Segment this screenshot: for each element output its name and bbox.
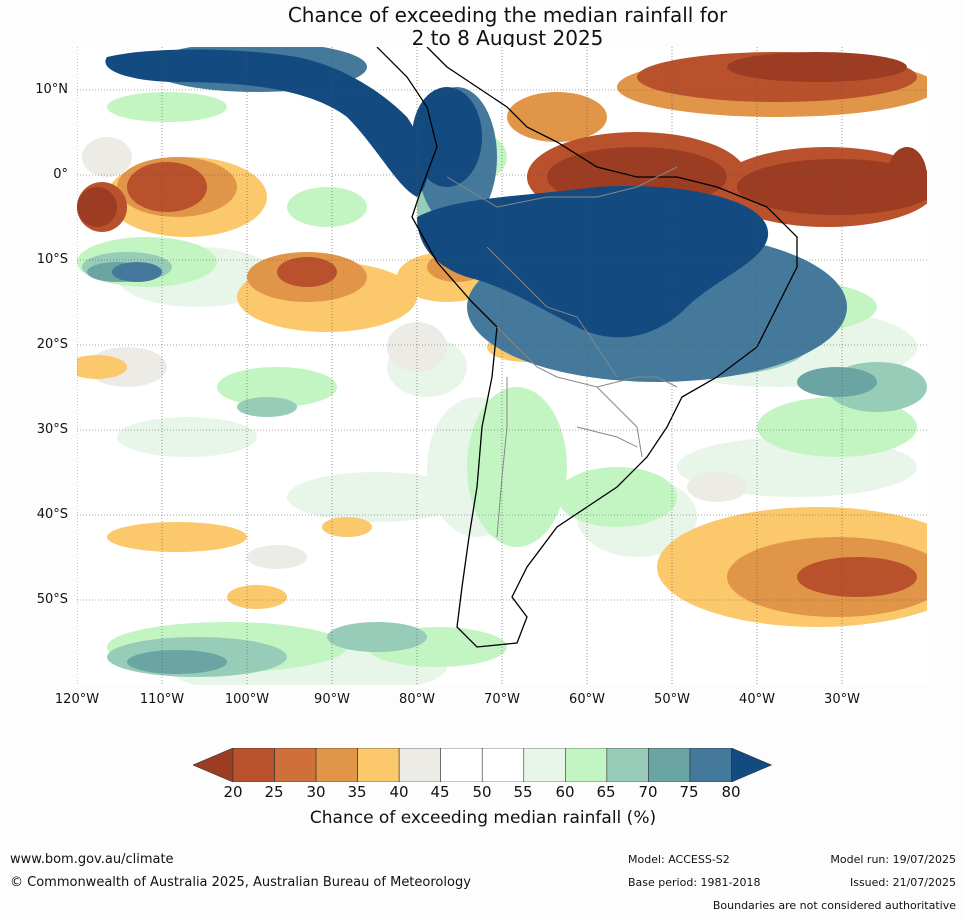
- lat-label-20s: 20°S: [36, 337, 68, 352]
- legend-tick-65: 65: [596, 783, 616, 801]
- footer-base-period: Base period: 1981-2018: [628, 876, 761, 889]
- legend-color-cell: [357, 748, 400, 782]
- legend-color-cell: [565, 748, 608, 782]
- dark-blue-zones: [105, 49, 769, 338]
- legend-tick-45: 45: [430, 783, 450, 801]
- legend-tick-55: 55: [513, 783, 533, 801]
- legend-color-cell: [648, 748, 691, 782]
- legend-label: Chance of exceeding median rainfall (%): [309, 808, 657, 828]
- footer-website[interactable]: www.bom.gov.au/climate: [10, 852, 174, 867]
- lat-label-10n: 10°N: [35, 82, 68, 97]
- footer-model-run: Model run: 19/07/2025: [830, 853, 956, 866]
- lon-label-80w: 80°W: [399, 692, 435, 707]
- lat-label-0: 0°: [53, 167, 68, 182]
- lon-label-110w: 110°W: [139, 692, 185, 707]
- lon-label-90w: 90°W: [314, 692, 350, 707]
- title-line-2: 2 to 8 August 2025: [411, 26, 604, 50]
- lon-label-100w: 100°W: [224, 692, 270, 707]
- lon-label-50w: 50°W: [654, 692, 690, 707]
- legend-tick-70: 70: [638, 783, 658, 801]
- south-america-coastline: [376, 47, 798, 648]
- footer-copyright: © Commonwealth of Australia 2025, Austra…: [10, 875, 471, 890]
- legend-tick-40: 40: [389, 783, 409, 801]
- legend-arrow-high: [731, 748, 773, 782]
- legend-color-cell: [274, 748, 317, 782]
- legend-color-cell: [440, 748, 483, 782]
- legend-tick-50: 50: [472, 783, 492, 801]
- rainfall-probability-map: [77, 47, 927, 685]
- legend-tick-60: 60: [555, 783, 575, 801]
- legend-tick-20: 20: [223, 783, 243, 801]
- lon-label-70w: 70°W: [484, 692, 520, 707]
- legend-color-cell: [689, 748, 732, 782]
- graticule: [77, 47, 927, 685]
- lat-label-50s: 50°S: [36, 592, 68, 607]
- legend-color-cell: [315, 748, 358, 782]
- legend-tick-35: 35: [347, 783, 367, 801]
- lon-label-120w: 120°W: [54, 692, 100, 707]
- legend-color-cell: [398, 748, 442, 782]
- title-line-1: Chance of exceeding the median rainfall …: [287, 3, 728, 27]
- legend-color-cell: [523, 748, 566, 782]
- legend-tick-75: 75: [679, 783, 699, 801]
- map-title: Chance of exceeding the median rainfall …: [0, 4, 965, 50]
- map-svg: [77, 47, 927, 685]
- legend-tick-25: 25: [264, 783, 284, 801]
- lon-label-60w: 60°W: [569, 692, 605, 707]
- footer-disclaimer: Boundaries are not considered authoritat…: [712, 899, 956, 912]
- legend-color-cell: [606, 748, 649, 782]
- country-borders: [446, 166, 678, 538]
- legend-colorbar: [193, 748, 773, 782]
- footer-issued: Issued: 21/07/2025: [849, 876, 956, 889]
- lat-label-40s: 40°S: [36, 507, 68, 522]
- legend-color-cell: [232, 748, 275, 782]
- footer-model: Model: ACCESS-S2: [628, 853, 730, 866]
- lon-label-40w: 40°W: [739, 692, 775, 707]
- lon-label-30w: 30°W: [824, 692, 860, 707]
- legend-tick-30: 30: [306, 783, 326, 801]
- legend-color-cell: [481, 748, 525, 782]
- lat-label-10s: 10°S: [36, 252, 68, 267]
- legend-arrow-low: [193, 748, 234, 782]
- legend-tick-80: 80: [721, 783, 741, 801]
- lat-label-30s: 30°S: [36, 422, 68, 437]
